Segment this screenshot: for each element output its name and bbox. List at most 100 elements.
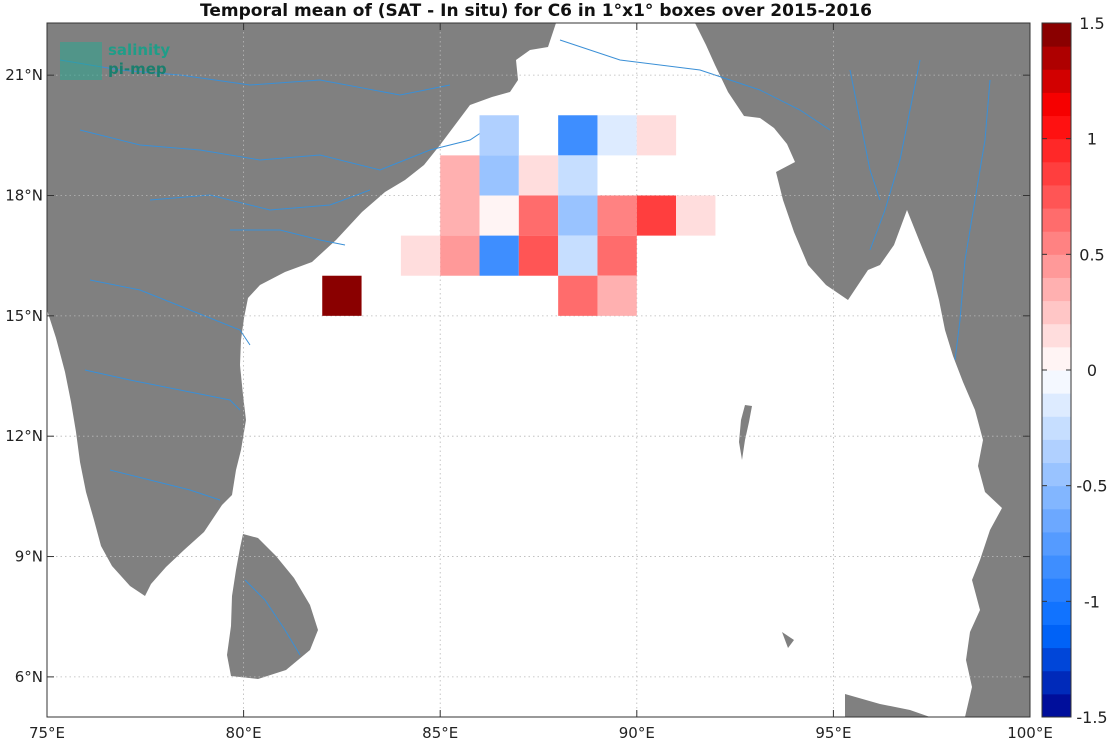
colorbar-level xyxy=(1042,393,1071,417)
andaman-island xyxy=(739,405,752,460)
heatmap-cell xyxy=(518,155,559,196)
colorbar-level xyxy=(1042,161,1071,186)
map-axes: 75°E 80°E 85°E 90°E 95°E 100°E 6°N 9°N 12°N 15°N… xyxy=(5,22,1053,740)
sri-lanka-landmass xyxy=(227,534,318,679)
river-layer xyxy=(59,39,991,656)
heatmap-cell xyxy=(440,235,480,276)
colorbar-level xyxy=(1042,69,1071,93)
colorbar-level xyxy=(1042,300,1071,325)
colorbar-level xyxy=(1042,462,1071,487)
river-kaveri xyxy=(109,469,221,501)
colorbar-tick-label: 1 xyxy=(1087,130,1097,149)
india-landmass xyxy=(47,23,556,596)
river-irrawaddy xyxy=(869,59,921,251)
colorbar-level xyxy=(1042,601,1071,625)
colorbar-tick-label: 0 xyxy=(1087,361,1097,380)
y-tick-label: 18°N xyxy=(5,186,43,204)
colorbar-level xyxy=(1042,370,1071,394)
heatmap-cell xyxy=(597,195,637,236)
colorbar-level xyxy=(1042,670,1071,695)
y-tick-label: 21°N xyxy=(5,66,43,84)
heatmap-cell xyxy=(597,235,637,276)
river-son xyxy=(149,189,371,211)
colorbar-level xyxy=(1042,92,1071,117)
colorbar-level xyxy=(1042,138,1071,163)
heatmap-cell xyxy=(636,195,677,236)
colorbar-tick-label: -0.5 xyxy=(1076,477,1107,496)
river-mahanadi xyxy=(230,229,346,246)
nicobar-island xyxy=(782,632,794,648)
river-brahmaputra xyxy=(559,39,831,131)
heatmap-cells xyxy=(322,115,716,316)
map-title: Temporal mean of (SAT - In situ) for C6 … xyxy=(200,1,872,21)
colorbar-level xyxy=(1042,508,1071,533)
heatmap-cell xyxy=(479,155,519,196)
colorbar-level xyxy=(1042,277,1071,302)
river-ganges xyxy=(79,119,501,171)
colorbar-level xyxy=(1042,46,1071,70)
heatmap-cell xyxy=(558,155,598,196)
heatmap-cell xyxy=(479,235,519,276)
heatmap-cell xyxy=(400,235,441,276)
colorbar-level xyxy=(1042,647,1071,672)
y-axis-ticks: 6°N 9°N 12°N 15°N 18°N 21°N xyxy=(5,66,1030,686)
river-chindwin xyxy=(849,69,881,201)
logo-icon xyxy=(60,42,102,80)
logo: salinity pi-mep xyxy=(60,41,170,80)
heatmap-cell xyxy=(676,195,716,236)
heatmap-cell xyxy=(440,195,480,236)
heatmap-cell xyxy=(558,195,598,236)
colorbar-level xyxy=(1042,254,1071,278)
heatmap-cell xyxy=(518,195,559,236)
heatmap-cell xyxy=(558,235,598,276)
heatmap-cell xyxy=(597,275,637,316)
colorbar-level xyxy=(1042,555,1071,579)
colorbar-tick-label: -1 xyxy=(1084,592,1100,611)
sumatra-landmass xyxy=(845,694,930,717)
logo-line2: pi-mep xyxy=(108,60,167,78)
x-tick-label: 85°E xyxy=(422,724,458,740)
x-tick-label: 90°E xyxy=(619,724,655,740)
colorbar-level xyxy=(1042,693,1071,718)
y-tick-label: 6°N xyxy=(15,668,43,686)
colorbar-level xyxy=(1042,416,1071,440)
x-tick-label: 100°E xyxy=(1007,724,1053,740)
heatmap-cell xyxy=(479,115,519,156)
x-tick-label: 80°E xyxy=(226,724,262,740)
y-tick-label: 12°N xyxy=(5,427,43,445)
heatmap-cell xyxy=(322,275,362,316)
colorbar-level xyxy=(1042,346,1071,371)
colorbar-level xyxy=(1042,485,1071,510)
y-tick-label: 9°N xyxy=(15,548,43,566)
myanmar-landmass xyxy=(695,23,1030,717)
x-axis-ticks: 75°E 80°E 85°E 90°E 95°E 100°E xyxy=(29,23,1053,740)
colorbar-level xyxy=(1042,115,1071,140)
y-tick-label: 15°N xyxy=(5,307,43,325)
colorbar: -1.5 -1 -0.5 0 0.5 1 1.5 xyxy=(1041,14,1108,727)
map-frame xyxy=(46,22,1031,718)
colorbar-level xyxy=(1042,323,1071,348)
land-layer xyxy=(47,23,1030,717)
colorbar-level xyxy=(1042,231,1071,255)
x-tick-label: 95°E xyxy=(815,724,851,740)
heatmap-cell xyxy=(558,115,598,156)
river-salween xyxy=(954,79,991,361)
colorbar-tick-label: 1.5 xyxy=(1079,14,1104,33)
heatmap-cell xyxy=(440,155,480,196)
heatmap-cell xyxy=(636,115,677,156)
colorbar-tick-label: 0.5 xyxy=(1079,245,1104,264)
colorbar-level xyxy=(1042,208,1071,232)
heatmap-cell xyxy=(518,235,559,276)
colorbar-level xyxy=(1042,184,1071,209)
x-tick-label: 75°E xyxy=(29,724,65,740)
colorbar-level xyxy=(1042,531,1071,556)
heatmap-cell xyxy=(597,115,637,156)
logo-line1: salinity xyxy=(108,41,170,59)
colorbar-tick-label: -1.5 xyxy=(1076,708,1107,727)
colorbar-level xyxy=(1042,578,1071,602)
colorbar-level xyxy=(1042,439,1071,464)
heatmap-cell xyxy=(479,195,519,236)
river-north-upper xyxy=(59,59,451,96)
colorbar-level xyxy=(1042,624,1071,649)
